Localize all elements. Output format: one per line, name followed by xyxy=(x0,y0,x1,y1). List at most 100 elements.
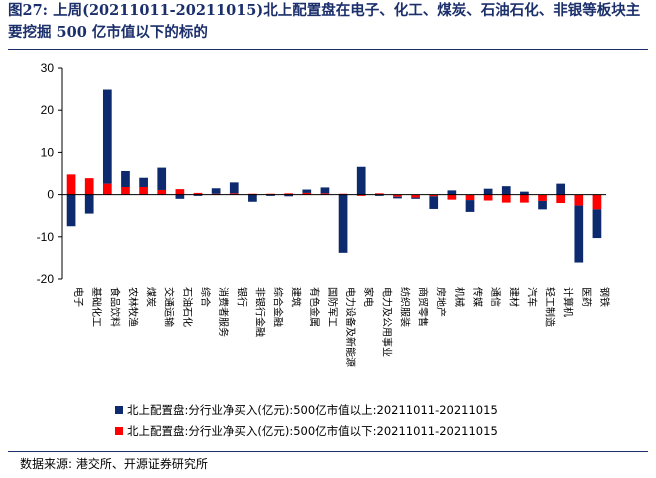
bar-below-500 xyxy=(592,194,602,210)
bar-above-500 xyxy=(139,177,148,188)
bar-below-500 xyxy=(574,194,584,206)
y-tick-label: 30 xyxy=(41,61,55,75)
x-tick-label: 交通运输 xyxy=(163,287,176,327)
bar-below-500 xyxy=(302,192,312,195)
chart-title: 图27: 上周(20211011-20211015)北上配置盘在电子、化工、煤炭… xyxy=(8,2,641,41)
source-divider xyxy=(8,451,648,452)
bar-below-500 xyxy=(447,194,457,200)
bar-above-500 xyxy=(157,167,167,190)
x-tick-label: 家电 xyxy=(362,287,375,307)
bar-above-500 xyxy=(121,170,130,188)
bar-above-500 xyxy=(193,194,203,196)
bar-above-500 xyxy=(538,200,547,210)
x-tick-label: 轻工制造 xyxy=(544,287,557,327)
x-tick-label: 电力及公用事业 xyxy=(380,287,393,357)
bar-below-500 xyxy=(229,193,239,195)
bar-above-500 xyxy=(302,189,312,193)
y-axis-ticks: -20 -10 0 10 20 30 xyxy=(37,61,62,286)
bar-below-500 xyxy=(121,187,130,195)
bar-below-500 xyxy=(501,194,511,203)
title-divider xyxy=(8,49,648,50)
bar-below-500 xyxy=(284,193,294,195)
bar-below-500 xyxy=(465,194,475,201)
bar-below-500 xyxy=(538,194,547,201)
bar-above-500 xyxy=(229,182,239,194)
x-tick-label: 煤炭 xyxy=(145,287,158,307)
bar-above-500 xyxy=(556,183,566,195)
x-tick-label: 非银行金融 xyxy=(253,287,266,337)
bar-above-500 xyxy=(338,194,348,253)
y-tick-label: 0 xyxy=(47,188,54,202)
bar-above-500 xyxy=(266,194,275,196)
x-tick-label: 石油石化 xyxy=(181,287,194,327)
y-tick-label: -20 xyxy=(37,272,55,286)
bar-above-500 xyxy=(356,166,366,195)
x-tick-label: 消费者服务 xyxy=(217,287,230,337)
y-tick-label: -10 xyxy=(37,230,55,244)
bar-above-500 xyxy=(429,196,439,209)
bar-below-500 xyxy=(175,189,185,195)
x-tick-label: 传媒 xyxy=(471,287,483,307)
x-tick-label: 有色金属 xyxy=(308,287,321,327)
y-tick-label: 10 xyxy=(41,145,55,159)
x-tick-label: 钢铁 xyxy=(598,287,611,307)
bar-below-500 xyxy=(66,174,76,195)
x-tick-label: 综合金融 xyxy=(272,287,285,327)
bar-below-500 xyxy=(84,178,94,195)
x-tick-label: 医药 xyxy=(580,287,592,307)
bar-above-500 xyxy=(66,194,76,227)
bar-above-500 xyxy=(284,194,294,197)
x-axis-labels: 电子 基础化工 食品饮料 农林牧渔 煤炭 交通运输 石油石化 综合 消费者服务 银行 非银行金融 综合… xyxy=(72,287,611,367)
legend-label-above: 北上配置盘:分行业净买入(亿元):500亿市值以上:20211011-20211… xyxy=(127,403,498,417)
legend-swatch-below xyxy=(115,427,123,435)
bar-above-500 xyxy=(393,196,402,199)
x-tick-label: 银行 xyxy=(235,287,248,307)
x-tick-label: 机械 xyxy=(453,287,466,307)
x-tick-label: 建筑 xyxy=(290,287,303,307)
bar-above-500 xyxy=(248,194,257,202)
x-tick-label: 计算机 xyxy=(562,287,575,317)
bar-below-500 xyxy=(556,194,566,204)
bar-below-500 xyxy=(139,187,148,195)
bar-below-500 xyxy=(102,183,112,195)
source-note: 数据来源: 港交所、开源证券研究所 xyxy=(20,457,208,471)
legend-swatch-above xyxy=(115,406,123,414)
legend: 北上配置盘:分行业净买入(亿元):500亿市值以上:20211011-20211… xyxy=(115,403,498,438)
bar-above-500 xyxy=(483,188,493,195)
bar-below-500 xyxy=(356,194,366,196)
axes xyxy=(61,68,606,279)
bar-above-500 xyxy=(574,205,584,263)
bar-below-500 xyxy=(193,192,203,195)
bar-above-500 xyxy=(211,188,221,194)
x-tick-label: 基础化工 xyxy=(90,287,103,327)
bar-below-500 xyxy=(520,194,529,203)
bar-below-500 xyxy=(374,193,384,195)
bar-above-500 xyxy=(447,190,457,195)
x-tick-label: 综合 xyxy=(199,287,212,307)
bar-below-500 xyxy=(320,193,330,195)
bar-above-500 xyxy=(84,194,94,214)
x-tick-label: 国防军工 xyxy=(326,287,339,327)
x-tick-label: 食品饮料 xyxy=(108,287,121,327)
bar-below-500 xyxy=(157,189,167,195)
bar-below-500 xyxy=(411,194,420,198)
bar-above-500 xyxy=(374,194,384,196)
bar-above-500 xyxy=(501,186,511,195)
x-tick-label: 农林牧渔 xyxy=(126,287,139,327)
bar-above-500 xyxy=(175,194,185,199)
bar-below-500 xyxy=(393,194,402,197)
bar-group xyxy=(66,89,602,263)
y-tick-label: 20 xyxy=(41,103,55,117)
bar-below-500 xyxy=(483,194,493,201)
x-tick-label: 通信 xyxy=(489,287,501,307)
x-tick-label: 汽车 xyxy=(525,287,538,307)
bar-above-500 xyxy=(102,89,112,184)
bar-below-500 xyxy=(429,194,439,197)
x-tick-label: 纺织服装 xyxy=(398,287,411,327)
legend-label-below: 北上配置盘:分行业净买入(亿元):500亿市值以下:20211011-20211… xyxy=(127,424,498,438)
bar-above-500 xyxy=(411,197,420,199)
bar-above-500 xyxy=(520,191,529,195)
x-tick-label: 电力设备及新能源 xyxy=(344,287,357,367)
bar-above-500 xyxy=(592,209,602,239)
